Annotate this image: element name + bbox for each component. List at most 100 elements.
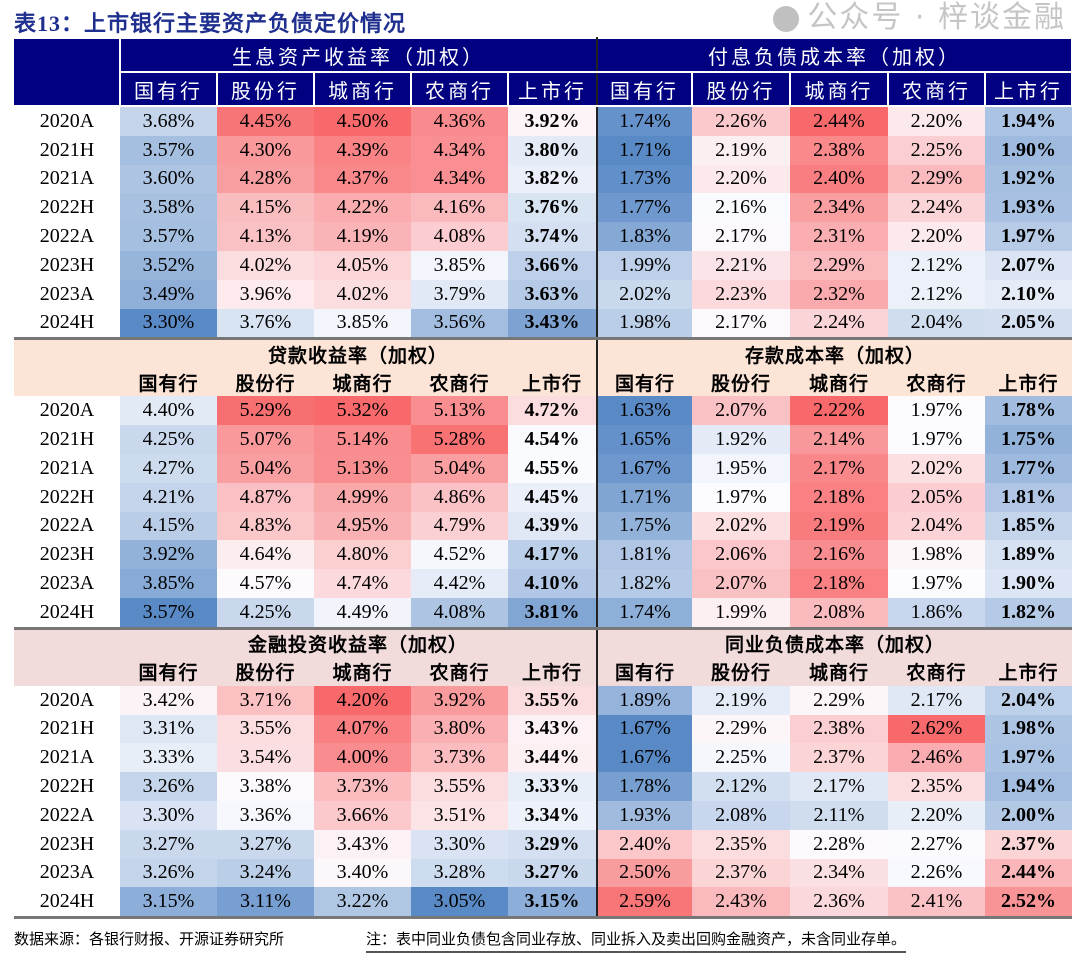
table-row: 2024H 3.57% 4.25% 4.49% 4.08% 3.81% 1.74% 1.99%… — [14, 597, 1072, 630]
value-cell: 4.30% — [217, 135, 314, 165]
period-label: 2021H — [14, 135, 120, 165]
value-cell: 1.86% — [888, 597, 985, 630]
value-cell: 2.46% — [888, 743, 985, 773]
table-row: 2024H 3.30% 3.76% 3.85% 3.56% 3.43% 1.98% 2.17%… — [14, 308, 1072, 341]
period-label: 2021H — [14, 425, 120, 454]
column-header: 农商行 — [411, 368, 508, 397]
period-label: 2023A — [14, 279, 120, 309]
value-cell: 3.31% — [120, 714, 217, 744]
value-cell: 3.66% — [508, 250, 598, 280]
value-cell: 1.93% — [985, 193, 1072, 223]
value-cell: 2.25% — [888, 135, 985, 165]
value-cell: 1.95% — [692, 453, 790, 483]
section-title: 同业负债成本率（加权） — [597, 627, 1072, 658]
period-label: 2023A — [14, 858, 120, 888]
column-header: 城商行 — [790, 368, 888, 397]
value-cell: 2.21% — [692, 250, 790, 280]
value-cell: 4.22% — [314, 193, 411, 223]
value-cell: 4.52% — [411, 540, 508, 570]
wechat-icon — [773, 5, 800, 32]
value-cell: 2.17% — [692, 222, 790, 251]
table-row: 2022A 4.15% 4.83% 4.95% 4.79% 4.39% 1.75% 2.02%… — [14, 511, 1072, 541]
column-header: 上市行 — [985, 657, 1072, 686]
value-cell: 3.43% — [508, 714, 598, 744]
value-cell: 2.20% — [692, 164, 790, 194]
value-cell: 1.94% — [985, 772, 1072, 801]
value-cell: 2.17% — [888, 685, 985, 715]
value-cell: 1.99% — [597, 250, 692, 280]
column-header: 农商行 — [411, 657, 508, 686]
column-header: 农商行 — [410, 71, 509, 107]
value-cell: 2.28% — [790, 829, 888, 859]
table-note: 注：表中同业负债包含同业存放、同业拆入及卖出回购金融资产，未含同业存单。 — [366, 928, 907, 953]
value-cell: 3.27% — [508, 858, 598, 888]
value-cell: 5.07% — [217, 425, 314, 454]
watermark: 公众号 · 梓谈金融 — [773, 0, 1066, 36]
value-cell: 3.36% — [217, 800, 314, 830]
corner-cell — [14, 657, 120, 686]
value-cell: 1.77% — [985, 453, 1072, 483]
table-row: 2020A 4.40% 5.29% 5.32% 5.13% 4.72% 1.63% 2.07%… — [14, 396, 1072, 426]
value-cell: 3.27% — [120, 829, 217, 859]
value-cell: 2.04% — [888, 511, 985, 541]
value-cell: 5.04% — [411, 453, 508, 483]
period-label: 2022H — [14, 482, 120, 512]
value-cell: 4.00% — [314, 743, 411, 773]
value-cell: 2.50% — [597, 858, 692, 888]
value-cell: 2.08% — [790, 597, 888, 630]
value-cell: 1.71% — [597, 135, 692, 165]
value-cell: 4.10% — [508, 569, 598, 598]
value-cell: 1.83% — [597, 222, 692, 251]
value-cell: 4.74% — [314, 569, 411, 598]
value-cell: 2.07% — [985, 250, 1072, 280]
period-label: 2023H — [14, 829, 120, 859]
value-cell: 4.42% — [411, 569, 508, 598]
value-cell: 3.49% — [120, 279, 217, 309]
value-cell: 3.60% — [120, 164, 217, 194]
watermark-text: 公众号 · 梓谈金融 — [807, 0, 1066, 35]
value-cell: 3.28% — [411, 858, 508, 888]
value-cell: 3.52% — [120, 250, 217, 280]
value-cell: 4.37% — [314, 164, 411, 194]
value-cell: 1.77% — [597, 193, 692, 223]
period-label: 2020A — [14, 396, 120, 426]
value-cell: 2.24% — [790, 308, 888, 341]
period-label: 2022A — [14, 511, 120, 541]
value-cell: 4.54% — [508, 425, 598, 454]
value-cell: 3.30% — [120, 308, 217, 341]
value-cell: 1.75% — [597, 511, 692, 541]
column-header: 农商行 — [888, 368, 985, 397]
value-cell: 2.05% — [888, 482, 985, 512]
value-cell: 2.40% — [597, 829, 692, 859]
value-cell: 1.89% — [597, 685, 692, 715]
value-cell: 1.67% — [597, 453, 692, 483]
column-header: 上市行 — [985, 368, 1072, 397]
data-source: 数据来源：各银行财报、开源证券研究所 — [14, 932, 285, 948]
value-cell: 3.55% — [411, 772, 508, 801]
column-header: 上市行 — [508, 368, 598, 397]
value-cell: 2.16% — [692, 193, 790, 223]
value-cell: 3.40% — [314, 858, 411, 888]
value-cell: 4.50% — [314, 106, 411, 136]
value-cell: 3.15% — [120, 887, 217, 920]
period-label: 2023H — [14, 250, 120, 280]
value-cell: 2.17% — [692, 308, 790, 341]
value-cell: 2.19% — [790, 511, 888, 541]
value-cell: 4.17% — [508, 540, 598, 570]
column-header: 城商行 — [790, 657, 888, 686]
value-cell: 2.17% — [790, 453, 888, 483]
value-cell: 1.81% — [597, 540, 692, 570]
value-cell: 2.35% — [888, 772, 985, 801]
value-cell: 2.22% — [790, 396, 888, 426]
value-cell: 3.22% — [314, 887, 411, 920]
value-cell: 2.10% — [985, 279, 1072, 309]
column-header: 股份行 — [692, 368, 790, 397]
value-cell: 4.64% — [217, 540, 314, 570]
period-label: 2022A — [14, 222, 120, 251]
value-cell: 2.29% — [790, 250, 888, 280]
table-row: 2022H 3.58% 4.15% 4.22% 4.16% 3.76% 1.77% 2.16%… — [14, 193, 1072, 223]
value-cell: 2.16% — [790, 540, 888, 570]
value-cell: 3.33% — [508, 772, 598, 801]
value-cell: 2.37% — [790, 743, 888, 773]
value-cell: 2.02% — [597, 279, 692, 309]
